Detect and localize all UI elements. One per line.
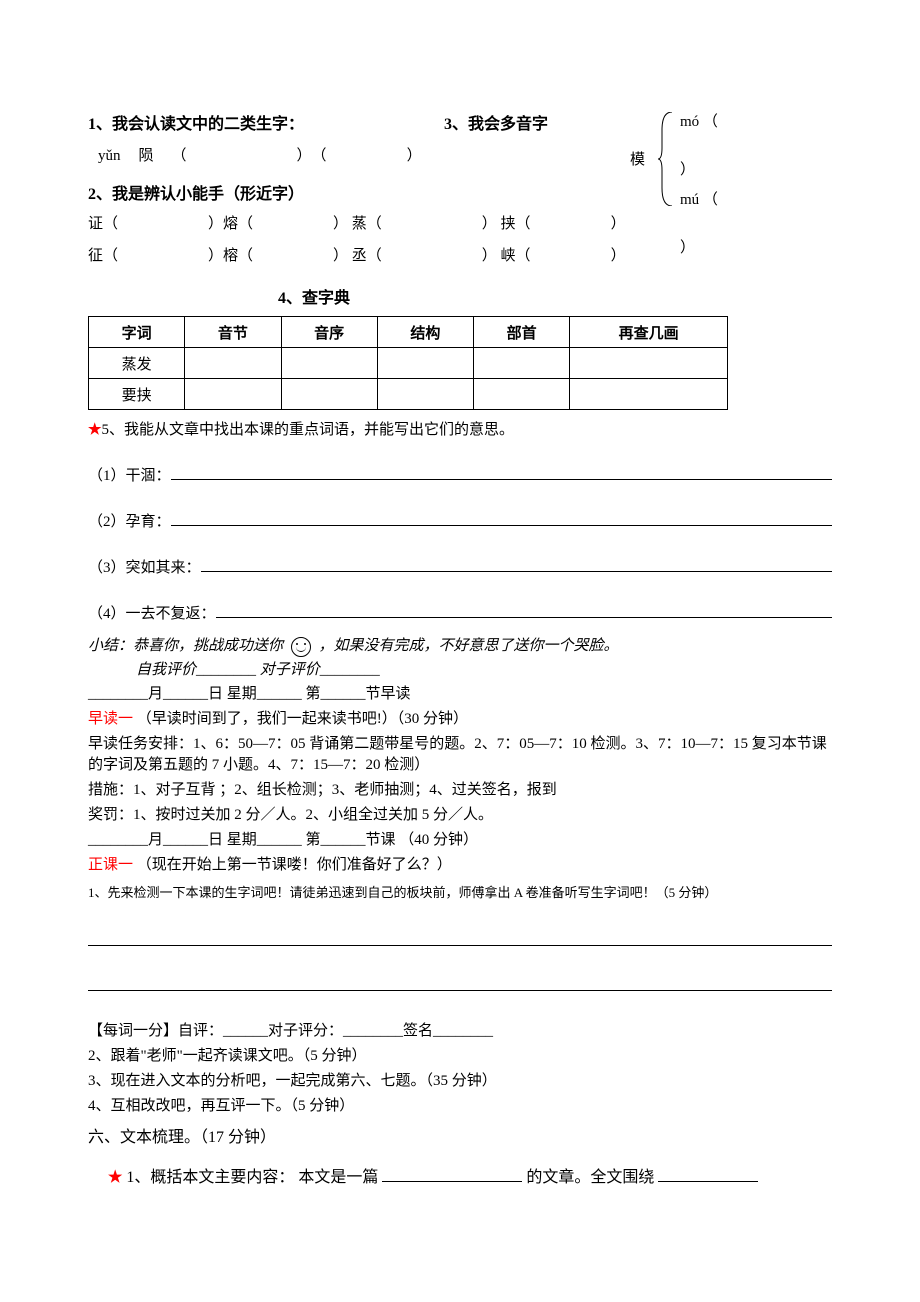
s2-segment: ） 峡（ (482, 244, 531, 268)
s2-segment: ） 挟（ (482, 212, 531, 236)
dict-header: 音序 (281, 317, 377, 348)
dict-cell (281, 379, 377, 410)
paren-close: ） (407, 144, 422, 168)
paren-open: （ (172, 144, 187, 168)
lesson-item1: 1、先来检测一下本课的生字词吧！请徒弟迅速到自己的板块前，师傅拿出 A 卷准备听… (88, 882, 832, 901)
blank-line (88, 929, 832, 946)
s2-segment: ） (611, 244, 626, 268)
table-row: 蒸发 (89, 348, 728, 379)
lesson-item3: 3、现在进入文本的分析吧，一起完成第六、七题。（35 分钟） (88, 1069, 832, 1090)
dict-cell (474, 348, 570, 379)
s3-base: 模 (630, 152, 645, 168)
blank (171, 464, 832, 480)
morning-task3: 奖罚：1、按时过关加 2 分／人。2、小组全过关加 5 分／人。 (88, 803, 832, 824)
s2-segment: ） 蒸（ (333, 212, 382, 236)
blank (658, 1165, 758, 1182)
dict-cell (185, 348, 281, 379)
blank (382, 1165, 522, 1182)
s2-segment: ） 丞（ (333, 244, 382, 268)
s2-segment: 证（ (88, 212, 118, 236)
paren-open: （ (703, 114, 718, 130)
paren-close: ） (680, 240, 695, 256)
section3-title: 3、我会多音字 (444, 110, 548, 134)
s5-item-label: （2）孕育： (88, 510, 171, 534)
blank (216, 602, 832, 618)
dict-cell (474, 379, 570, 410)
dict-header: 音节 (185, 317, 281, 348)
summary-line2: 自我评价________ 对子评价________ (136, 662, 380, 678)
s5-item: （3）突如其来： (88, 556, 832, 580)
morning-title: 早读一 (88, 711, 133, 727)
section5-title: 5、我能从文章中找出本课的重点词语，并能写出它们的意思。 (101, 418, 514, 442)
blank-line (88, 974, 832, 991)
s5-item: （1）干涸： (88, 464, 832, 488)
lesson-item2: 2、跟着"老师"一起齐读课文吧。（5 分钟） (88, 1044, 832, 1065)
s2-segment: 征（ (88, 244, 118, 268)
schedule2: ________月______日 星期______ 第______节课 （40 … (88, 828, 832, 849)
dict-cell: 蒸发 (89, 348, 185, 379)
section4-title: 4、查字典 (278, 284, 350, 308)
s1-pinyin: yǔn (98, 144, 121, 168)
paren-close: ） (297, 144, 312, 168)
blank (171, 510, 832, 526)
lesson-title: 正课一 (88, 857, 133, 873)
blank (201, 556, 832, 572)
section1-title: 1、我会认读文中的二类生字： (88, 110, 304, 134)
s5-item: （2）孕育： (88, 510, 832, 534)
paren-open: （ (703, 192, 718, 208)
star-icon: ★ (88, 418, 101, 442)
dict-cell (377, 348, 473, 379)
dict-header: 再查几画 (570, 317, 728, 348)
s3-py1: mó (680, 114, 699, 130)
morning-task2: 措施：1、对子互背 ；2、组长检测；3、老师抽测；4、过关签名，报到 (88, 778, 832, 799)
s1-hanzi: 陨 (139, 144, 154, 168)
s5-item-label: （1）干涸： (88, 464, 171, 488)
schedule1: ________月______日 星期______ 第______节早读 (88, 682, 832, 703)
s3-py2: mú (680, 192, 699, 208)
paren-open: （ (312, 144, 327, 168)
s2-segment: ）熔（ (208, 212, 253, 236)
paren-close: ） (680, 162, 695, 178)
dict-cell (185, 379, 281, 410)
dictionary-table: 字词音节音序结构部首再查几画 蒸发要挟 (88, 316, 728, 410)
dict-cell (570, 348, 728, 379)
lesson-title-rest: （现在开始上第一节课喽！你们准备好了么？） (137, 857, 452, 873)
dict-header: 部首 (474, 317, 570, 348)
summary-line1b: ，如果没有完成，不好意思了送你一个哭脸。 (319, 638, 619, 654)
s5-item: （4）一去不复返： (88, 602, 832, 626)
s5-item-label: （3）突如其来： (88, 556, 201, 580)
s6-q1c: 的文章。全文围绕 (526, 1169, 654, 1186)
morning-title-rest: （早读时间到了，我们一起来读书吧!）（30 分钟） (137, 711, 468, 727)
section6-title: 六、文本梳理。（17 分钟） (88, 1123, 832, 1147)
dict-cell: 要挟 (89, 379, 185, 410)
summary-line1a: 小结：恭喜你，挑战成功送你 (88, 638, 283, 654)
s5-item-label: （4）一去不复返： (88, 602, 216, 626)
s2-segment: ）榕（ (208, 244, 253, 268)
s2-segment: ） (611, 212, 626, 236)
s6-q1a: 1、概括本文主要内容： (126, 1169, 294, 1186)
dict-header: 结构 (377, 317, 473, 348)
dict-cell (281, 348, 377, 379)
brace-icon (658, 112, 676, 206)
table-row: 要挟 (89, 379, 728, 410)
morning-task1: 早读任务安排：1、6：50—7：05 背诵第二题带星号的题。2、7：05—7：1… (88, 732, 832, 774)
lesson-score: 【每词一分】自评：______对子评分：________签名________ (88, 1019, 832, 1040)
dict-header: 字词 (89, 317, 185, 348)
star-icon: ★ (108, 1169, 122, 1186)
dict-cell (570, 379, 728, 410)
lesson-item4: 4、互相改改吧，再互评一下。（5 分钟） (88, 1094, 832, 1115)
s6-q1b: 本文是一篇 (298, 1169, 378, 1186)
section2-title: 2、我是辨认小能手（形近字） (88, 180, 304, 204)
dict-cell (377, 379, 473, 410)
smiley-icon (291, 637, 311, 657)
